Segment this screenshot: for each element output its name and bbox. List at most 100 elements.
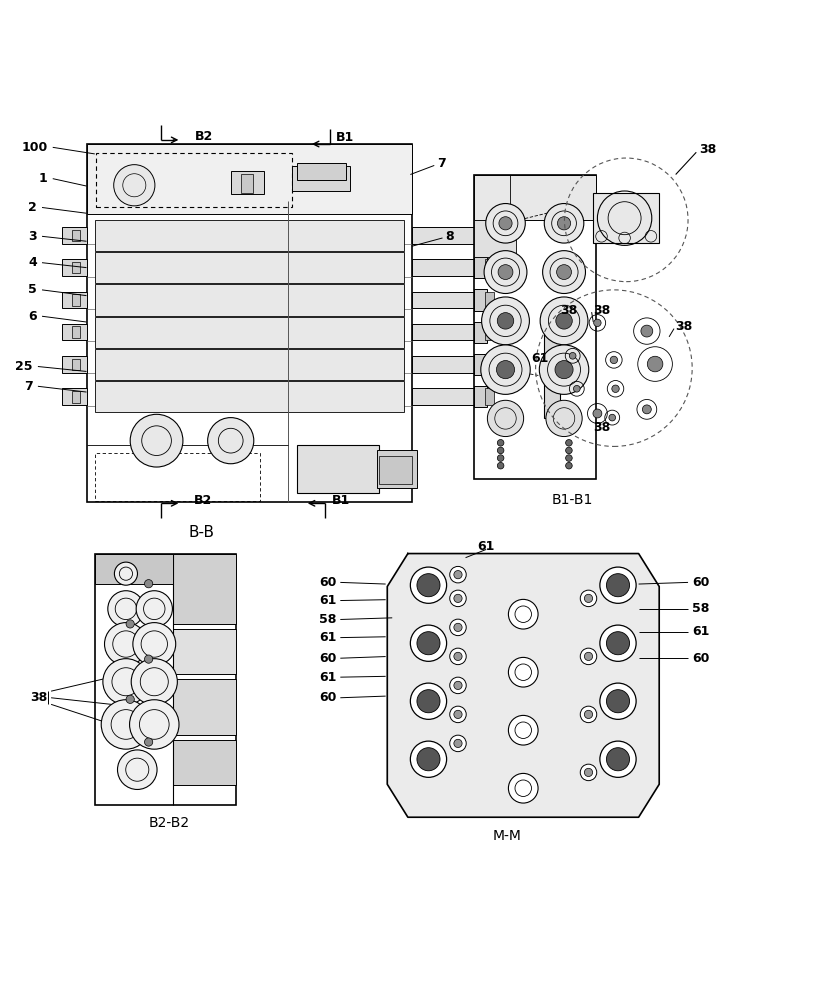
Circle shape <box>508 715 538 745</box>
Text: 61: 61 <box>692 625 709 638</box>
Text: 2: 2 <box>28 201 37 214</box>
Bar <box>474 225 487 246</box>
Bar <box>485 259 494 276</box>
Text: 3: 3 <box>29 230 37 243</box>
Circle shape <box>144 655 152 663</box>
Bar <box>95 252 404 283</box>
Circle shape <box>133 623 176 665</box>
Circle shape <box>105 623 147 665</box>
Bar <box>412 356 476 373</box>
Circle shape <box>454 571 462 579</box>
Bar <box>173 740 236 785</box>
Bar <box>173 629 236 674</box>
Circle shape <box>497 313 513 329</box>
Text: 58: 58 <box>319 613 336 626</box>
Circle shape <box>103 659 149 705</box>
Bar <box>231 171 264 194</box>
Bar <box>95 220 404 251</box>
Circle shape <box>593 319 601 327</box>
Circle shape <box>410 683 447 719</box>
Polygon shape <box>387 554 659 817</box>
Bar <box>412 259 476 276</box>
Circle shape <box>643 405 651 414</box>
Bar <box>412 227 476 244</box>
Circle shape <box>540 345 589 394</box>
Circle shape <box>600 625 636 661</box>
Circle shape <box>450 706 466 723</box>
Circle shape <box>606 574 630 597</box>
Circle shape <box>610 356 618 364</box>
Bar <box>474 175 596 220</box>
Text: 61: 61 <box>531 352 549 365</box>
Circle shape <box>555 361 574 379</box>
Bar <box>62 227 87 244</box>
Bar <box>173 554 236 624</box>
Circle shape <box>606 690 630 713</box>
Circle shape <box>584 594 592 603</box>
Circle shape <box>450 677 466 694</box>
Circle shape <box>144 580 152 588</box>
Bar <box>412 388 476 405</box>
Circle shape <box>450 648 466 665</box>
Text: 60: 60 <box>319 691 336 704</box>
Bar <box>72 262 80 273</box>
Circle shape <box>600 741 636 777</box>
Text: 8: 8 <box>445 230 453 243</box>
Circle shape <box>450 590 466 607</box>
Bar <box>72 294 80 306</box>
Bar <box>95 381 404 412</box>
Bar <box>62 292 87 308</box>
Circle shape <box>129 700 179 749</box>
Bar <box>72 230 80 241</box>
Bar <box>474 175 596 479</box>
Circle shape <box>454 652 462 661</box>
Circle shape <box>126 620 134 628</box>
Circle shape <box>454 594 462 603</box>
Circle shape <box>565 440 572 446</box>
Circle shape <box>496 361 514 379</box>
Circle shape <box>611 385 620 392</box>
Text: B1: B1 <box>336 131 354 144</box>
Circle shape <box>580 706 597 723</box>
Bar <box>297 163 346 180</box>
Circle shape <box>600 567 636 603</box>
Text: 1: 1 <box>39 172 48 185</box>
Bar <box>593 193 659 243</box>
Circle shape <box>417 574 440 597</box>
Text: 60: 60 <box>319 576 336 589</box>
Circle shape <box>450 735 466 752</box>
Circle shape <box>541 297 588 345</box>
Circle shape <box>584 710 592 719</box>
Circle shape <box>485 204 525 243</box>
Text: B2-B2: B2-B2 <box>148 816 190 830</box>
Circle shape <box>593 409 602 418</box>
Circle shape <box>450 566 466 583</box>
Circle shape <box>565 462 572 469</box>
Text: 38: 38 <box>593 421 610 434</box>
Circle shape <box>499 217 512 230</box>
Text: 38: 38 <box>560 304 578 317</box>
Circle shape <box>480 345 530 394</box>
Circle shape <box>556 313 573 329</box>
Circle shape <box>410 625 447 661</box>
Text: 61: 61 <box>477 540 495 553</box>
Text: B2: B2 <box>195 130 213 143</box>
Circle shape <box>545 204 584 243</box>
Circle shape <box>580 590 597 607</box>
Circle shape <box>126 695 134 703</box>
Bar <box>544 319 560 418</box>
Circle shape <box>454 739 462 748</box>
Bar <box>95 284 404 316</box>
Circle shape <box>508 599 538 629</box>
Bar <box>297 445 379 493</box>
Circle shape <box>417 748 440 771</box>
Bar <box>87 144 412 502</box>
Circle shape <box>508 773 538 803</box>
Circle shape <box>569 352 576 359</box>
Circle shape <box>558 217 571 230</box>
Bar <box>62 324 87 340</box>
Bar <box>72 391 80 403</box>
Circle shape <box>417 632 440 655</box>
Circle shape <box>600 683 636 719</box>
Circle shape <box>417 690 440 713</box>
